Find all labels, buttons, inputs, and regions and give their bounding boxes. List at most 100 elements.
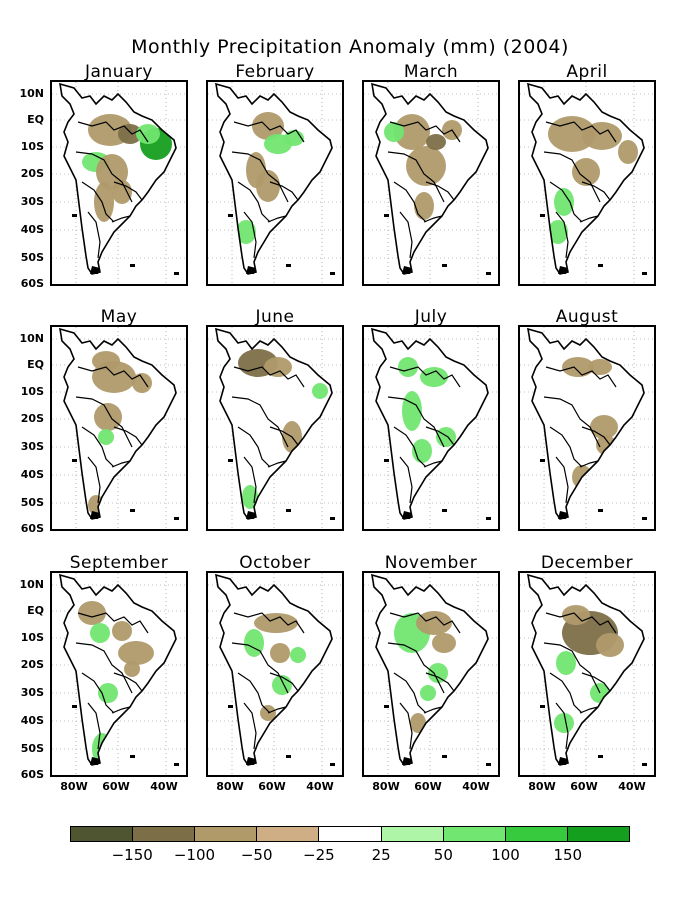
map-panel-september: [50, 571, 188, 777]
map-panel-october: [206, 571, 344, 777]
lat-label: 40S: [20, 714, 44, 727]
map-october: [208, 573, 342, 775]
island: [384, 214, 389, 217]
country-border: [579, 460, 599, 468]
anomaly-region: [98, 429, 114, 445]
map-panel-april: [518, 80, 656, 286]
anomaly-region: [398, 357, 418, 377]
country-border: [581, 426, 611, 446]
lat-label: EQ: [27, 113, 44, 126]
anomaly-region: [236, 220, 256, 244]
country-border: [233, 612, 305, 634]
colorbar-swatch: [567, 827, 629, 841]
map-august: [520, 327, 654, 529]
colorbar-swatch: [319, 827, 382, 841]
anomaly-region: [384, 122, 404, 142]
anomaly-region: [548, 116, 596, 152]
lat-label: 60S: [20, 768, 44, 781]
tierra-del-fuego: [402, 266, 412, 274]
country-border: [267, 706, 287, 714]
map-panel-august: [518, 325, 656, 531]
coastline: [527, 573, 645, 766]
coastline: [215, 573, 333, 766]
colorbar-swatch: [443, 827, 506, 841]
country-border: [233, 121, 305, 143]
lon-label: 40W: [306, 780, 334, 793]
country-border: [111, 460, 131, 468]
country-border: [243, 211, 257, 259]
lat-label: 10S: [20, 385, 44, 398]
island: [642, 763, 647, 766]
anomaly-region: [394, 114, 430, 150]
lat-label: EQ: [27, 358, 44, 371]
colorbar-label: 25: [371, 846, 391, 864]
anomaly-region: [562, 357, 594, 377]
country-border: [389, 612, 461, 634]
lat-label: 20S: [20, 412, 44, 425]
country-border: [579, 215, 599, 223]
coastline: [371, 82, 489, 275]
anomaly-region: [98, 683, 118, 703]
map-december: [520, 573, 654, 775]
island: [228, 705, 233, 708]
tierra-del-fuego: [402, 757, 412, 765]
country-border: [75, 642, 133, 694]
country-border: [75, 151, 133, 203]
colorbar-swatch: [381, 827, 444, 841]
country-border: [81, 426, 115, 468]
panel-title-november: November: [384, 553, 478, 573]
coastline: [215, 327, 333, 520]
country-border: [425, 181, 455, 201]
lat-label: 40S: [20, 468, 44, 481]
country-border: [545, 121, 617, 143]
colorbar-label: −100: [173, 846, 216, 864]
anomaly-region: [290, 647, 306, 663]
country-border: [77, 366, 149, 388]
map-july: [364, 327, 498, 529]
island: [228, 459, 233, 462]
panel-title-june: June: [255, 307, 295, 327]
colorbar-swatch: [71, 827, 134, 841]
country-border: [77, 612, 149, 634]
lon-label: 60W: [570, 780, 598, 793]
country-border: [423, 706, 443, 714]
panel-title-july: July: [414, 307, 448, 327]
lon-label: 80W: [60, 780, 88, 793]
country-border: [113, 181, 143, 201]
panel-title-march: March: [403, 62, 459, 82]
colorbar-label: −50: [240, 846, 273, 864]
anomaly-region: [90, 623, 110, 643]
country-border: [233, 366, 305, 388]
island: [642, 517, 647, 520]
coastline: [371, 327, 489, 520]
colorbar-swatch: [257, 827, 320, 841]
island: [540, 459, 545, 462]
country-border: [237, 181, 271, 223]
map-panel-december: [518, 571, 656, 777]
country-border: [549, 672, 583, 714]
anomaly-region: [554, 713, 574, 733]
coastline: [59, 327, 177, 520]
island: [130, 509, 135, 512]
tierra-del-fuego: [90, 757, 100, 765]
panel-title-october: October: [239, 553, 311, 573]
colorbar-label: 150: [553, 846, 583, 864]
country-border: [389, 366, 461, 388]
map-panel-november: [362, 571, 500, 777]
anomaly-region: [124, 661, 140, 677]
tierra-del-fuego: [402, 511, 412, 519]
anomaly-region: [270, 643, 290, 663]
map-panel-january: [50, 80, 188, 286]
anomaly-region: [428, 663, 448, 683]
country-border: [237, 672, 271, 714]
country-border: [423, 215, 443, 223]
anomaly-region: [272, 675, 292, 695]
map-may: [52, 327, 186, 529]
map-november: [364, 573, 498, 775]
lat-label: 60S: [20, 522, 44, 535]
anomaly-region: [136, 124, 160, 144]
island: [598, 509, 603, 512]
island: [642, 272, 647, 275]
panel-title-april: April: [566, 62, 608, 82]
island: [330, 517, 335, 520]
